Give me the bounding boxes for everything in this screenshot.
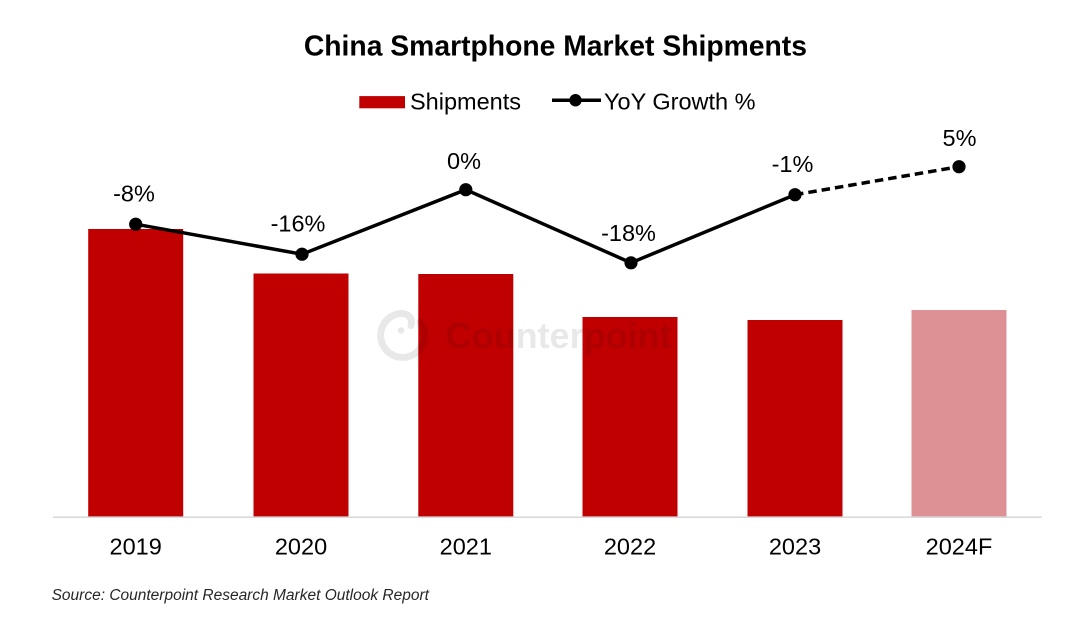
svg-text:YoY Growth %: YoY Growth % xyxy=(604,88,756,114)
svg-text:-1%: -1% xyxy=(772,151,814,177)
svg-text:Shipments: Shipments xyxy=(410,88,521,114)
svg-text:2019: 2019 xyxy=(110,534,162,560)
svg-text:-8%: -8% xyxy=(113,180,155,206)
svg-text:5%: 5% xyxy=(943,125,977,151)
svg-text:0%: 0% xyxy=(447,148,481,174)
svg-text:-16%: -16% xyxy=(271,210,326,236)
svg-text:2024F: 2024F xyxy=(926,534,993,560)
svg-text:China Smartphone Market Shipme: China Smartphone Market Shipments xyxy=(304,30,807,62)
svg-text:Source: Counterpoint Research: Source: Counterpoint Research Market Out… xyxy=(52,587,430,604)
svg-text:2022: 2022 xyxy=(604,534,656,560)
svg-text:2020: 2020 xyxy=(275,534,327,560)
svg-text:Counterpoint: Counterpoint xyxy=(446,315,672,356)
svg-text:-18%: -18% xyxy=(601,220,656,246)
svg-text:2023: 2023 xyxy=(769,534,821,560)
svg-text:2021: 2021 xyxy=(440,534,492,560)
